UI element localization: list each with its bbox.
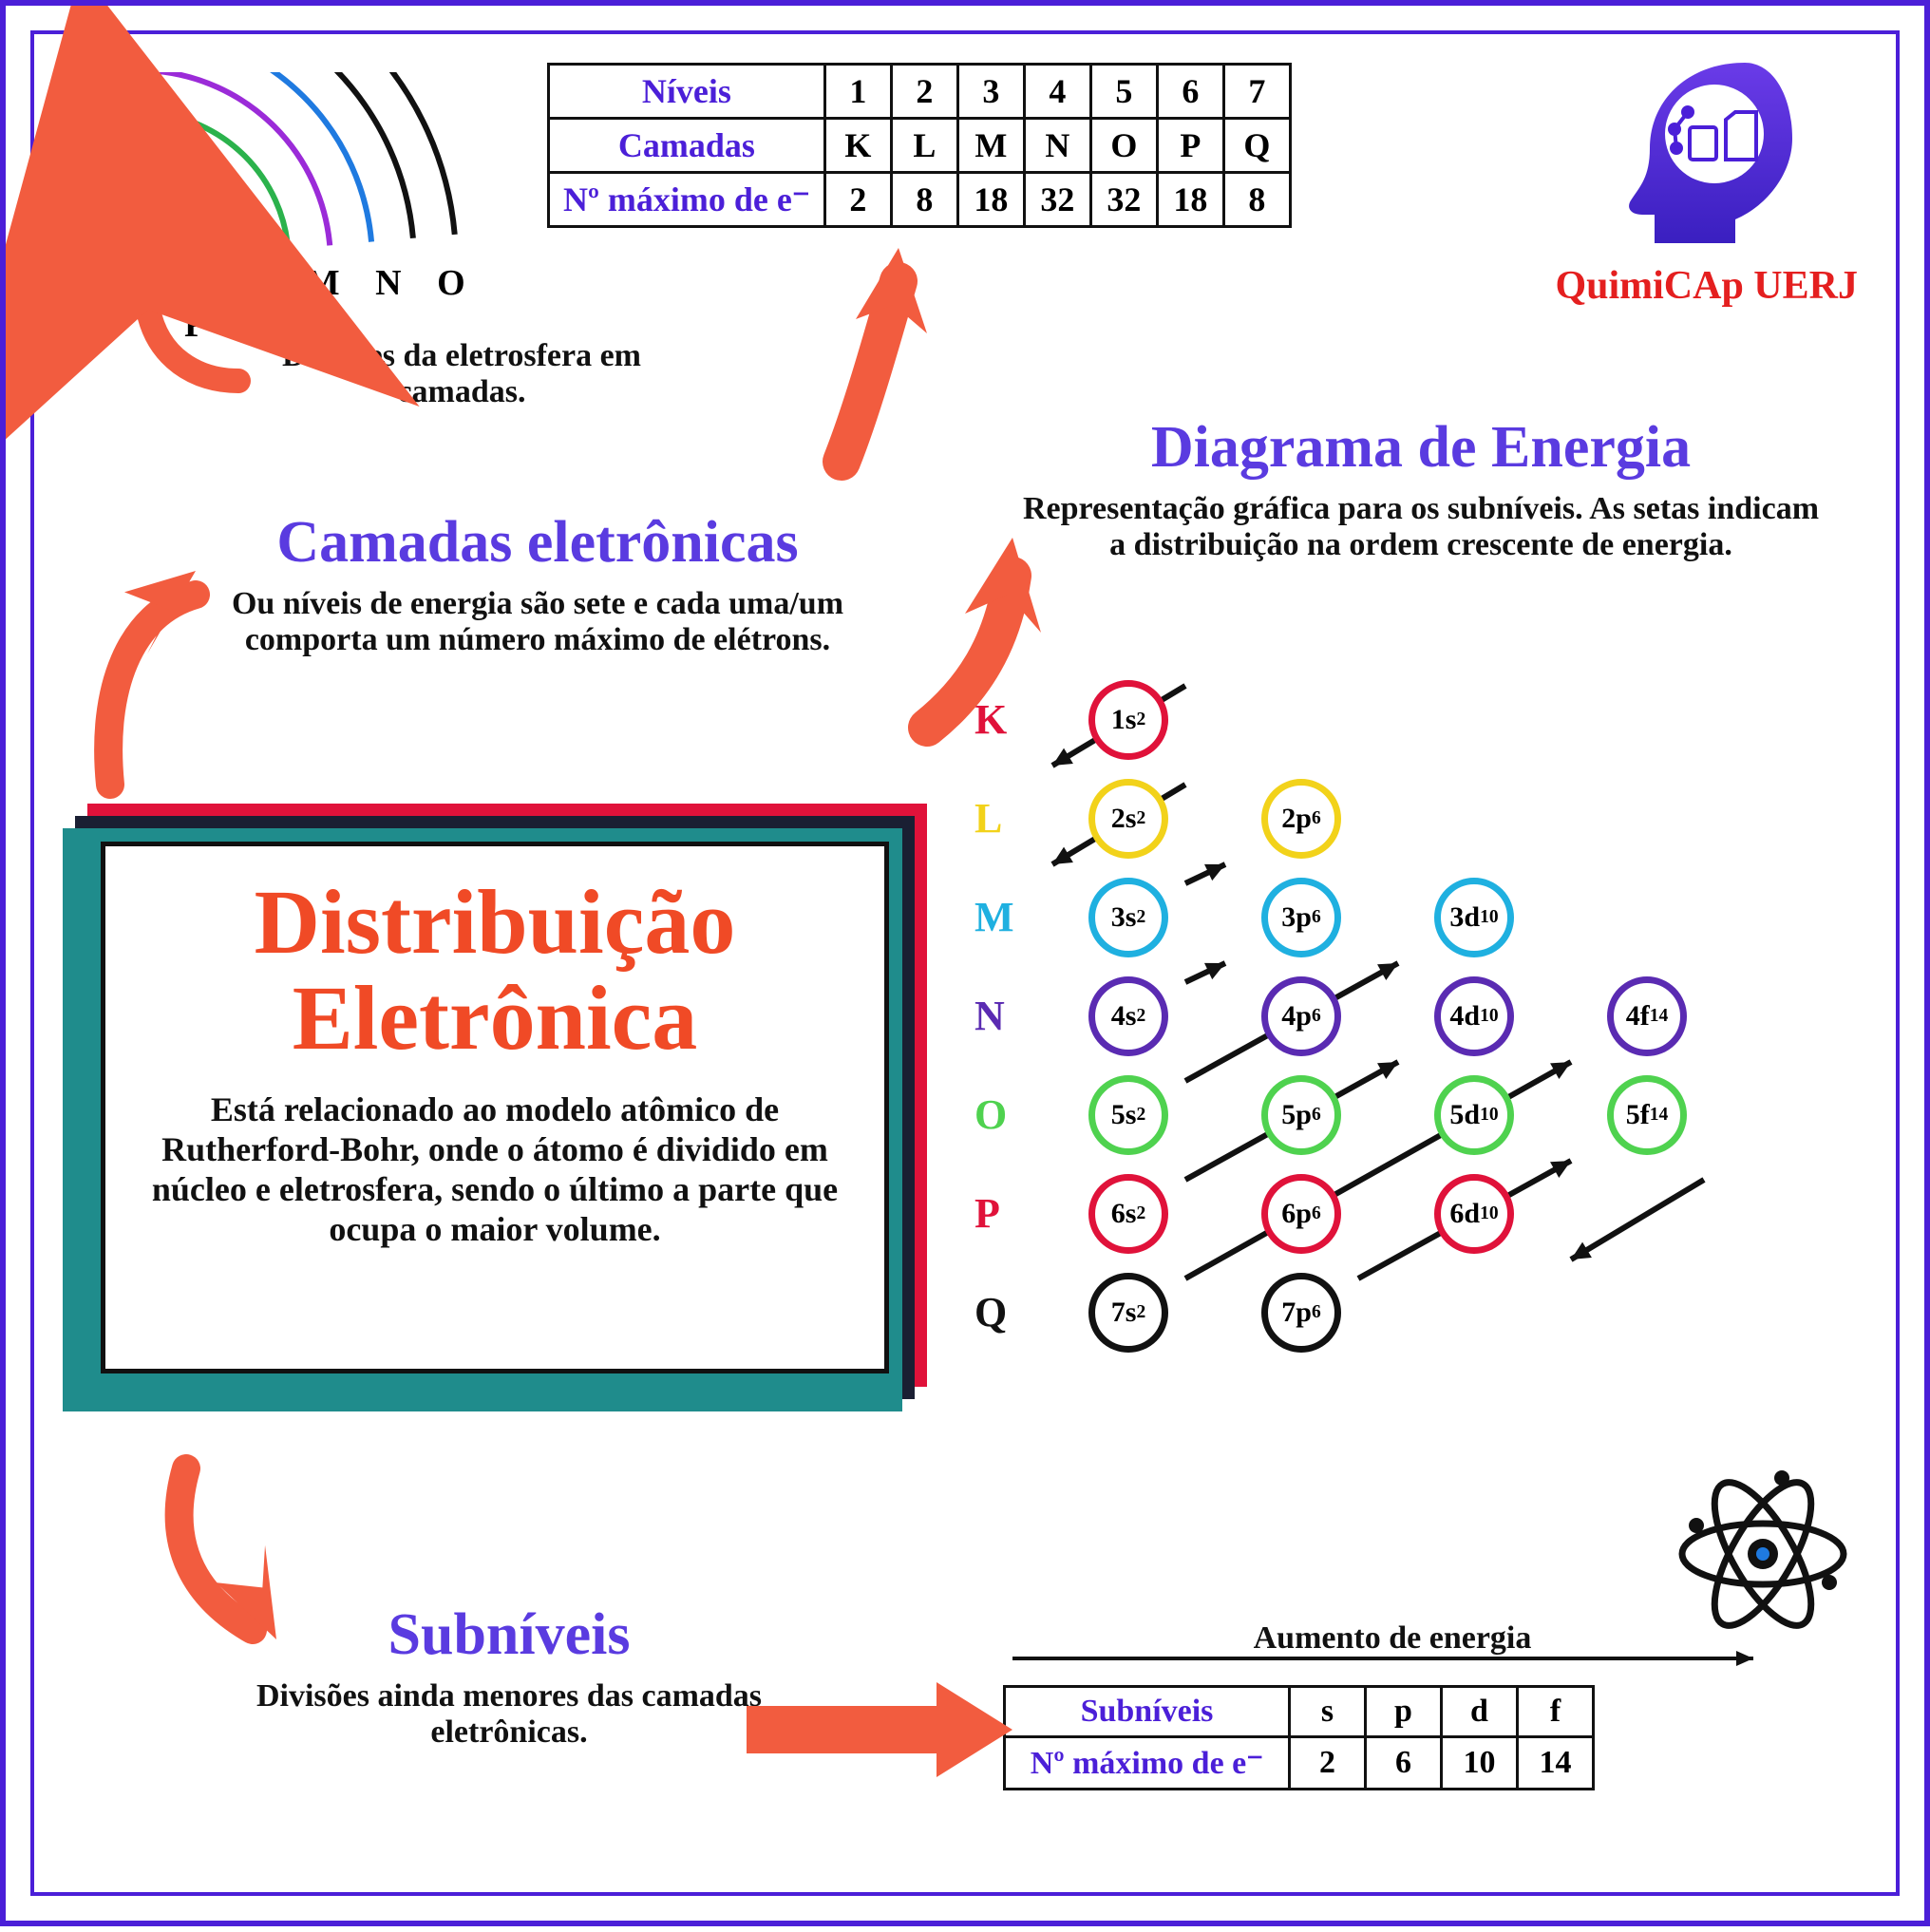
connector-arrows: [6, 6, 1930, 1932]
